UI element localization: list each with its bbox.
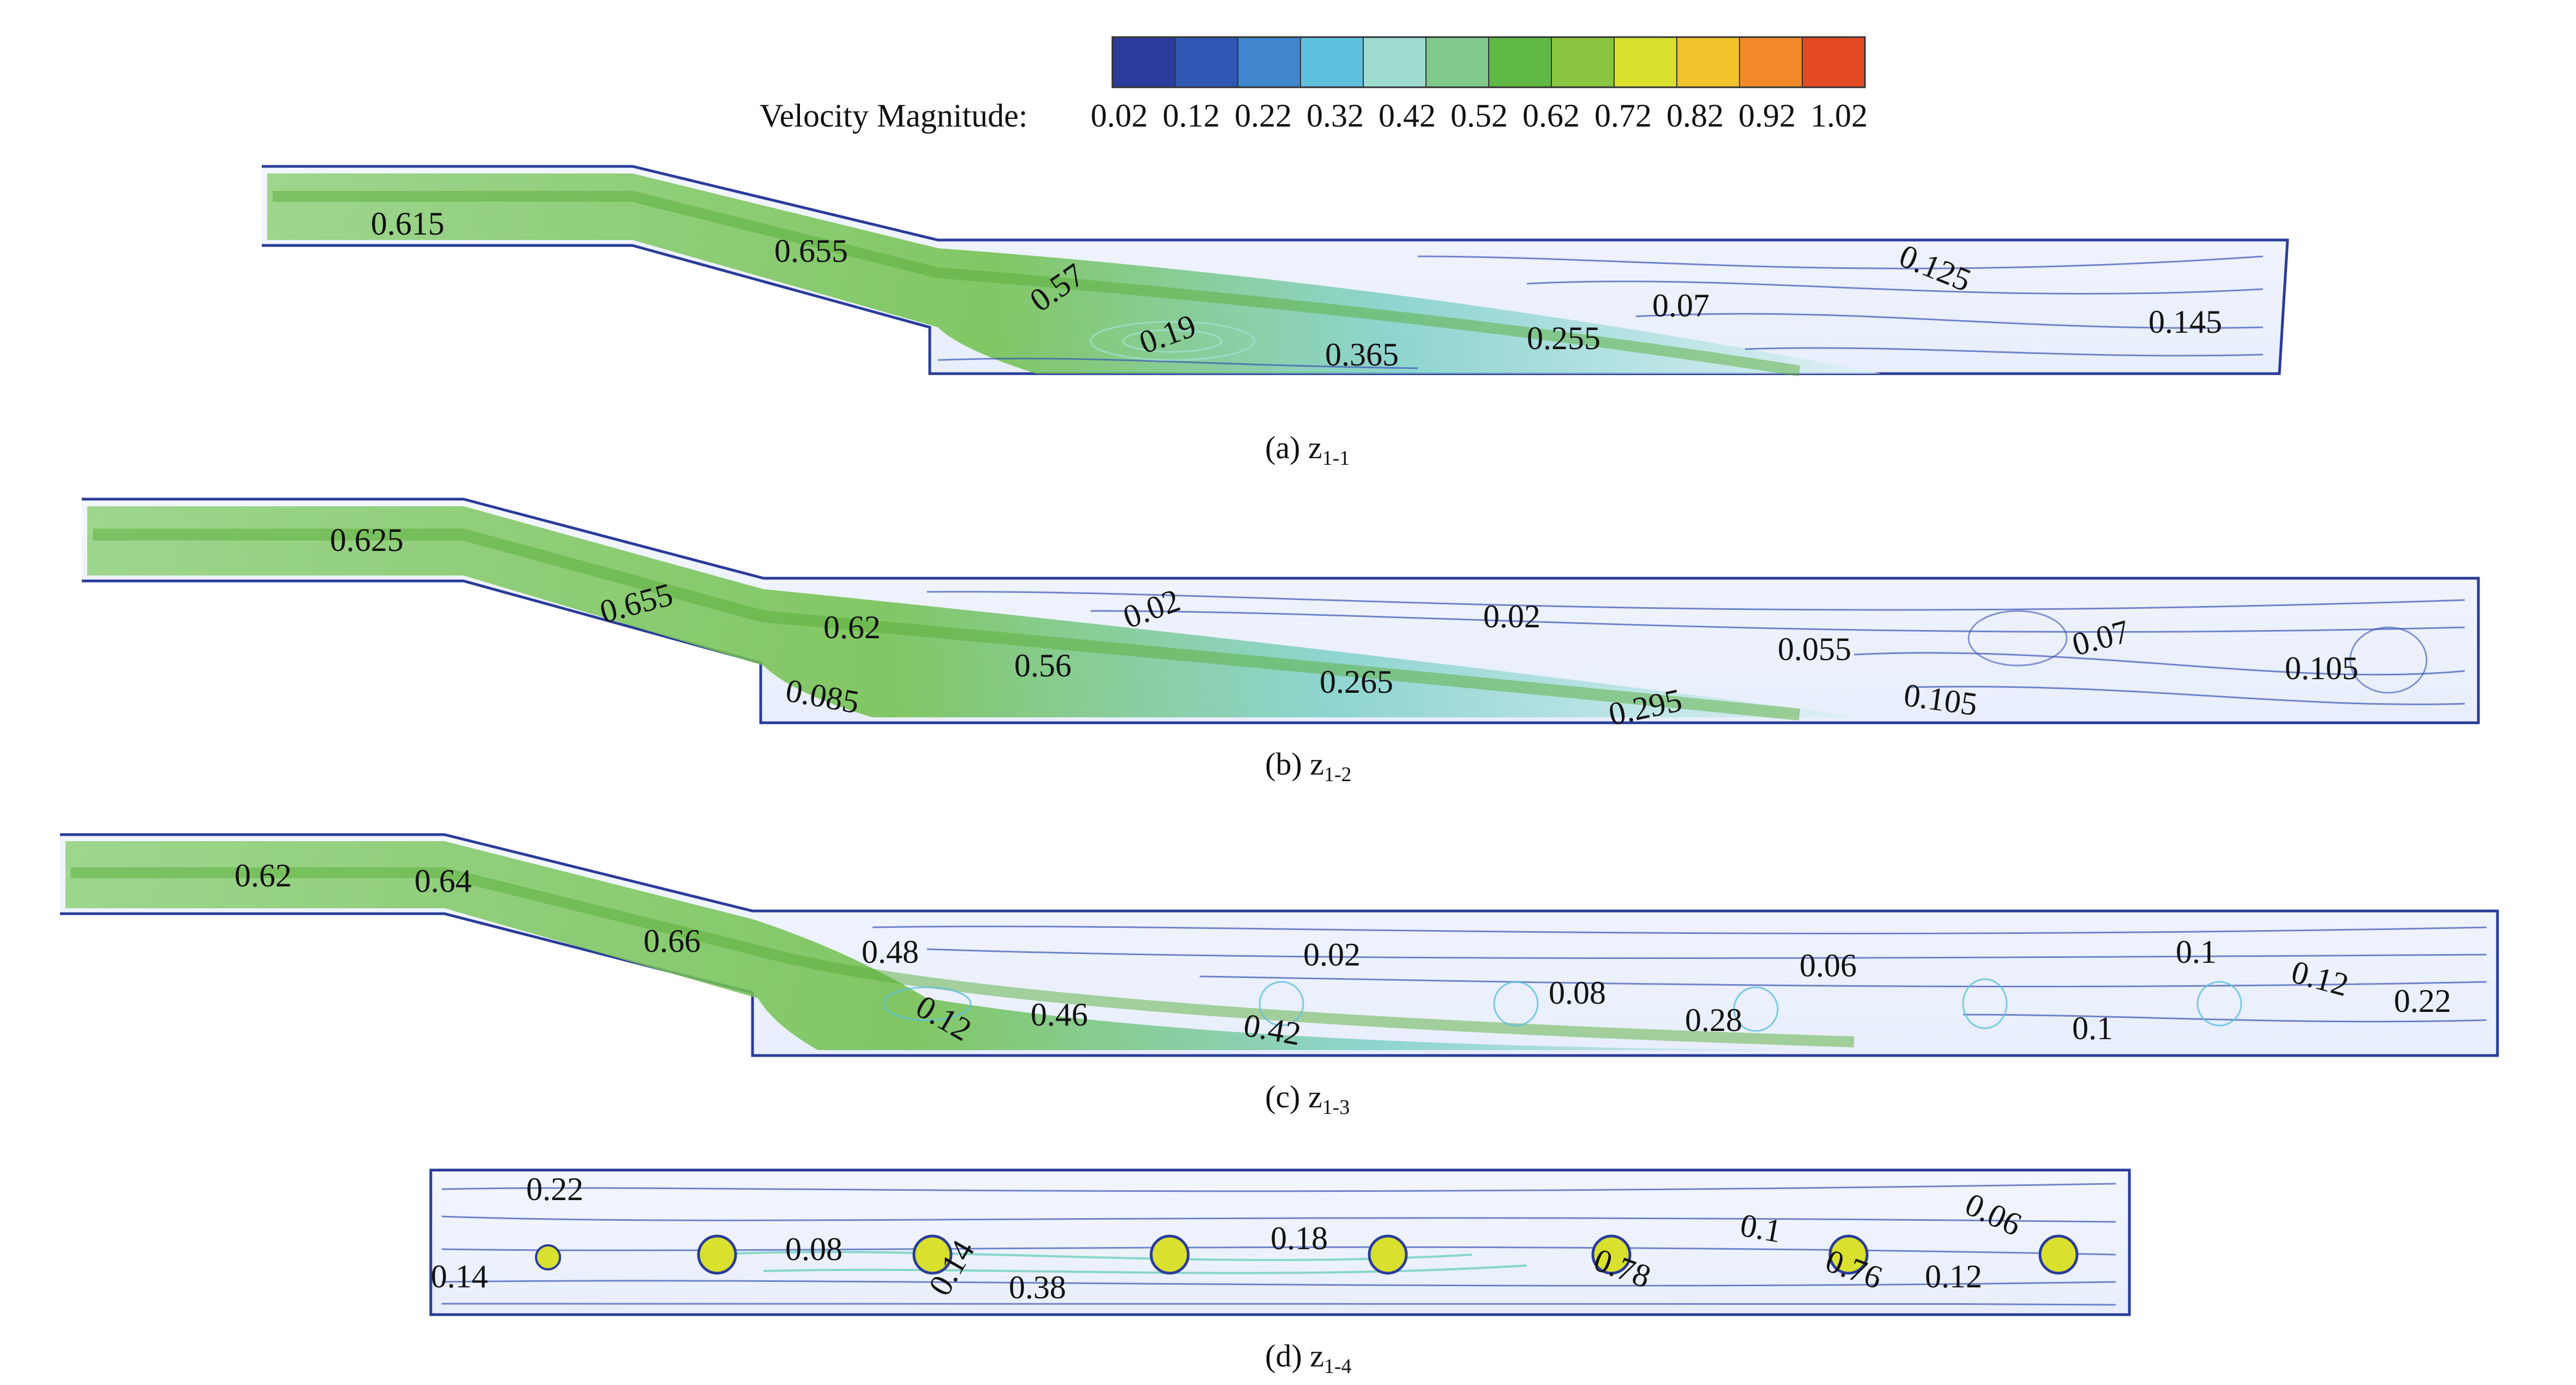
contour-label: 0.07 [1652,287,1710,323]
cylinder [2038,1234,2079,1275]
panel-b: 0.625 0.655 0.62 0.56 0.085 0.02 0.02 0.… [82,497,2480,786]
panel-c: 0.62 0.64 0.66 0.48 0.12 0.46 0.42 0.02 … [60,833,2499,1119]
colorbar-swatch [1238,37,1301,87]
colorbar-tick: 0.72 [1594,98,1652,134]
contour-label: 0.66 [643,923,701,959]
colorbar-tick: 0.82 [1666,98,1724,134]
colorbar-swatch [1426,37,1489,87]
contour-label: 0.1 [2072,1010,2113,1046]
contour-label: 0.46 [1031,997,1088,1033]
contour-label: 0.1 [2176,934,2217,970]
colorbar-swatch [1677,37,1740,87]
streamlines [441,1183,2116,1306]
colorbar-tick: 1.02 [1810,98,1868,134]
colorbar-tick: 0.12 [1163,98,1220,134]
panel-a: 0.615 0.655 0.57 0.19 0.365 0.255 0.07 0… [262,165,2289,470]
colorbar-tick: 0.32 [1307,98,1364,134]
contour-label: 0.22 [2394,983,2451,1019]
panel-d: 0.22 0.14 0.08 0.14 0.38 0.18 0.78 0.1 0… [429,1168,2131,1378]
cylinders [535,1234,2079,1275]
contour-label: 0.28 [1685,1002,1742,1038]
colorbar-tick: 0.92 [1738,98,1796,134]
jet-region [708,1251,1527,1274]
colorbar-swatch [1363,37,1427,87]
contour-label: 0.08 [1549,975,1606,1011]
cylinder [697,1234,737,1275]
colorbar: Velocity Magnitude: 0.02 0.12 0.22 0.32 … [760,36,1868,134]
contour-label: 0.18 [1271,1220,1328,1256]
contour-label: 0.08 [785,1231,842,1267]
contour-label: 0.02 [1483,598,1540,634]
colorbar-tick: 0.42 [1379,98,1436,134]
contour-label: 0.02 [1303,937,1361,973]
colorbar-swatch [1175,37,1238,87]
contour-label: 0.055 [1778,631,1851,667]
contour-label: 0.615 [371,206,444,242]
streamlines [937,255,2264,369]
contour-label: 0.64 [414,863,472,899]
colorbar-tick: 0.62 [1522,98,1580,134]
contour-label: 0.22 [526,1171,583,1207]
colorbar-frame [1111,36,1866,88]
contour-label: 0.655 [774,233,848,269]
inner-contours [882,978,2242,1032]
contour-label: 0.105 [2285,650,2358,686]
colorbar-swatches [1112,37,1865,87]
channel-outline [82,497,2480,724]
contour-label: 0.1 [1737,1207,1784,1249]
colorbar-tick: 0.02 [1091,98,1148,134]
streamlines [872,925,2487,1023]
streamlines [926,591,2465,705]
contour-label: 0.12 [1925,1258,1982,1294]
colorbar-swatch [1551,37,1615,87]
contour-label: 0.48 [862,934,919,970]
contour-label: 0.62 [823,609,881,645]
contour-label: 0.625 [330,522,404,558]
contour-label: 0.14 [431,1258,488,1294]
contour-label: 0.365 [1325,337,1399,373]
cylinder [535,1244,561,1270]
contour-label: 0.255 [1527,320,1600,356]
colorbar-label: Velocity Magnitude: [760,98,1028,134]
panel-caption: (d) z1-4 [1265,1338,1352,1378]
channel-outline [60,833,2499,1057]
panel-caption: (a) z1-1 [1265,430,1350,470]
contour-label: 0.265 [1320,664,1393,700]
jet-core [71,867,1855,1047]
contour-label: 0.62 [234,858,292,894]
colorbar-tick: 0.22 [1235,98,1292,134]
cylinder [1149,1234,1190,1275]
contour-label: 0.145 [2148,304,2222,340]
jet-core [273,191,1801,376]
cylinder [1368,1234,1408,1275]
jet-core [93,529,1801,721]
inner-contours [1967,610,2428,694]
colorbar-swatch [1740,37,1803,87]
colorbar-swatch [1489,37,1552,87]
colorbar-tick: 0.52 [1450,98,1508,134]
contour-label: 0.38 [1009,1269,1066,1305]
panel-caption: (b) z1-2 [1265,746,1352,786]
colorbar-swatch [1112,37,1176,87]
contour-labels: 0.625 0.655 0.62 0.56 0.085 0.02 0.02 0.… [330,522,2358,733]
colorbar-swatch [1301,37,1364,87]
inner-contours [1090,321,1255,361]
cylinder [912,1234,953,1275]
cylinder [1828,1234,1869,1275]
panel-caption: (c) z1-3 [1265,1079,1350,1119]
contour-label: 0.56 [1014,647,1072,683]
colorbar-swatch [1802,37,1865,87]
cylinder [1591,1234,1632,1275]
colorbar-swatch [1614,37,1677,87]
colorbar-ticks: 0.02 0.12 0.22 0.32 0.42 0.52 0.62 0.72 … [1091,98,1868,134]
contour-labels: 0.62 0.64 0.66 0.48 0.12 0.46 0.42 0.02 … [234,858,2451,1052]
contour-label: 0.06 [1799,948,1857,984]
